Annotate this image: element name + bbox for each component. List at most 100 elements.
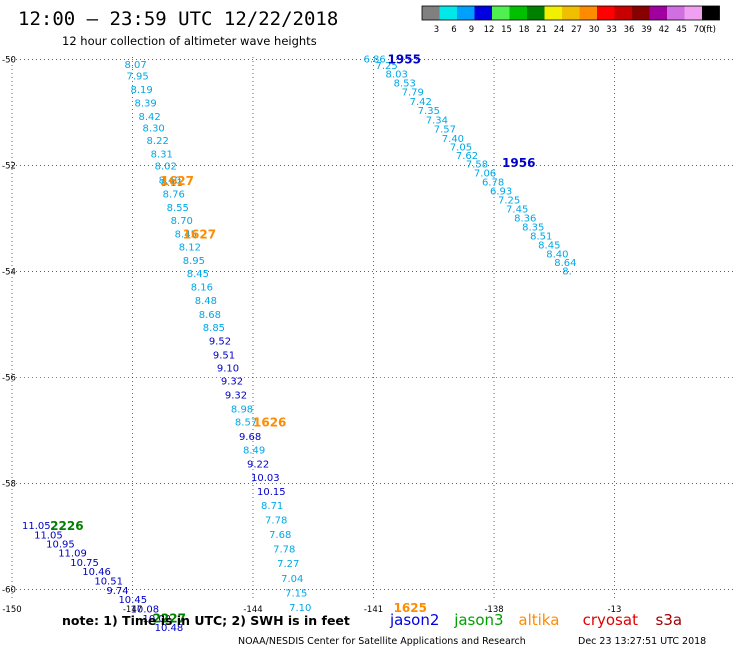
wave-height-value: 8.12	[179, 243, 201, 254]
page-title: 12:00 – 23:59 UTC 12/22/2018	[18, 8, 338, 30]
wave-height-value: 7.57	[434, 125, 456, 136]
wave-height-value: 7.78	[265, 516, 287, 527]
footer-note: note: 1) Time is in UTC; 2) SWH is in fe…	[62, 613, 350, 628]
pass-time-label: 1955	[388, 53, 421, 67]
color-scale-label: 30	[589, 25, 600, 35]
color-scale-label: 27	[571, 25, 582, 35]
wave-height-value: 6.93	[490, 187, 512, 198]
wave-height-value: 7.25	[498, 196, 520, 207]
wave-height-value: 8.22	[147, 136, 169, 147]
x-tick-label: -150	[2, 605, 21, 615]
wave-height-value: 7.15	[285, 589, 307, 600]
wave-height-value: 7.78	[273, 545, 295, 556]
wave-height-value: 9.52	[209, 336, 231, 347]
color-scale-label: 36	[624, 25, 635, 35]
wave-height-value: 8.98	[231, 404, 253, 415]
color-scale-legend: 3 6 9 12 15 18 21 24 27 30 33 36 39 42 45 70(ft)	[421, 5, 720, 35]
color-swatch	[597, 6, 615, 20]
color-swatch	[422, 6, 440, 20]
wave-height-value: 10.45	[118, 595, 147, 606]
plot-area: 8.077.95 8.19 8.39 8.428.308.22 8.31 8.02 8.40…	[2, 53, 736, 634]
wave-height-value: 8.11	[161, 178, 183, 189]
axis-ticks: -150 -147 -144 -141 -138 -13 -50 -52 -54 -56 -58 -6…	[2, 56, 621, 615]
wave-height-value: 9.68	[239, 432, 261, 443]
wave-height-value: 8.03	[386, 69, 408, 80]
color-swatch	[544, 6, 562, 20]
pass-time-label: 1627	[161, 174, 194, 188]
color-scale-label: 21	[536, 25, 547, 35]
wave-height-value: 10.51	[94, 576, 123, 587]
wave-height-value: 10.02	[143, 614, 172, 625]
wave-height-value: 7.06	[474, 169, 496, 180]
wave-height-value: 8.76	[163, 190, 185, 201]
wave-height-value: 11.05	[22, 521, 51, 532]
wave-height-value: 7.34	[426, 116, 448, 127]
x-tick-label: -13	[608, 605, 622, 615]
wave-height-value: 8.16	[191, 282, 213, 293]
wave-height-value: 6.78	[482, 178, 504, 189]
x-tick-label: -138	[484, 605, 503, 615]
color-scale-label: 18	[519, 25, 530, 35]
color-swatch	[702, 6, 720, 20]
wave-height-value: 7.45	[506, 205, 528, 216]
color-scale-label: 6	[451, 25, 456, 35]
y-tick-label: -58	[2, 479, 16, 489]
satellite-legend-item: altika	[518, 611, 559, 629]
color-swatch	[509, 6, 527, 20]
wave-height-value: 8.71	[261, 501, 283, 512]
grid-lines	[11, 57, 735, 600]
pass-time-label: 1627	[183, 227, 216, 241]
pass-time-label: 1625	[394, 601, 427, 615]
wave-height-value: 9.10	[217, 363, 239, 374]
color-scale-label: 9	[469, 25, 474, 35]
color-swatch	[649, 6, 667, 20]
color-swatch	[579, 6, 597, 20]
wave-height-value: 7.40	[442, 134, 464, 145]
header: 12:00 – 23:59 UTC 12/22/2018 12 hour col…	[18, 8, 338, 48]
wave-height-value: 8.53	[394, 78, 416, 89]
wave-height-value: 8.49	[243, 446, 265, 457]
wave-height-value: 7.95	[126, 72, 148, 83]
y-tick-label: -56	[2, 374, 16, 384]
color-scale-label: 3	[434, 25, 439, 35]
wave-height-value: 8.	[562, 267, 572, 278]
wave-height-value: 7.27	[277, 559, 299, 570]
wave-height-value: 8.45	[187, 269, 209, 280]
wave-height-value: 8.64	[554, 258, 576, 269]
color-swatch	[614, 6, 632, 20]
color-swatch	[439, 6, 457, 20]
wave-height-value: 8.95	[183, 256, 205, 267]
wave-height-value: 6.86	[363, 55, 385, 66]
wave-height-value: 9.22	[247, 459, 269, 470]
wave-height-value: 8.31	[151, 149, 173, 160]
wave-height-value: 8.70	[171, 216, 193, 227]
wave-height-value: 10.95	[46, 539, 75, 550]
wave-height-value: 7.79	[402, 87, 424, 98]
pass-time-label: 1956	[502, 156, 535, 170]
wave-height-value: 7.62	[456, 151, 478, 162]
wave-height-value: 8.35	[522, 223, 544, 234]
wave-height-value: 7.25	[376, 61, 398, 72]
x-tick-label: -144	[243, 605, 262, 615]
color-scale-label: 45	[676, 25, 687, 35]
wave-height-value: 9.32	[225, 391, 247, 402]
color-scale-label: 24	[554, 25, 565, 35]
satellite-legend-item: jason3	[453, 611, 503, 629]
data-marks: 8.077.95 8.19 8.39 8.428.308.22 8.31 8.02 8.40…	[22, 53, 576, 634]
page-subtitle: 12 hour collection of altimeter wave hei…	[62, 34, 317, 48]
color-scale-label: 12	[484, 25, 495, 35]
wave-height-value: 11.09	[58, 548, 87, 559]
wave-height-value: 11.05	[34, 530, 63, 541]
wave-height-value: 8.36	[514, 214, 536, 225]
color-swatch	[684, 6, 702, 20]
y-tick-label: -60	[2, 585, 16, 595]
color-swatch	[527, 6, 545, 20]
credit-line: NOAA/NESDIS Center for Satellite Applica…	[238, 636, 526, 647]
color-scale-label: 15	[501, 25, 512, 35]
wave-height-value: 8.19	[130, 85, 152, 96]
wave-height-value: 8.02	[155, 162, 177, 173]
y-tick-label: -50	[2, 56, 16, 66]
wave-height-value: 8.39	[135, 99, 157, 110]
color-swatch	[562, 6, 580, 20]
